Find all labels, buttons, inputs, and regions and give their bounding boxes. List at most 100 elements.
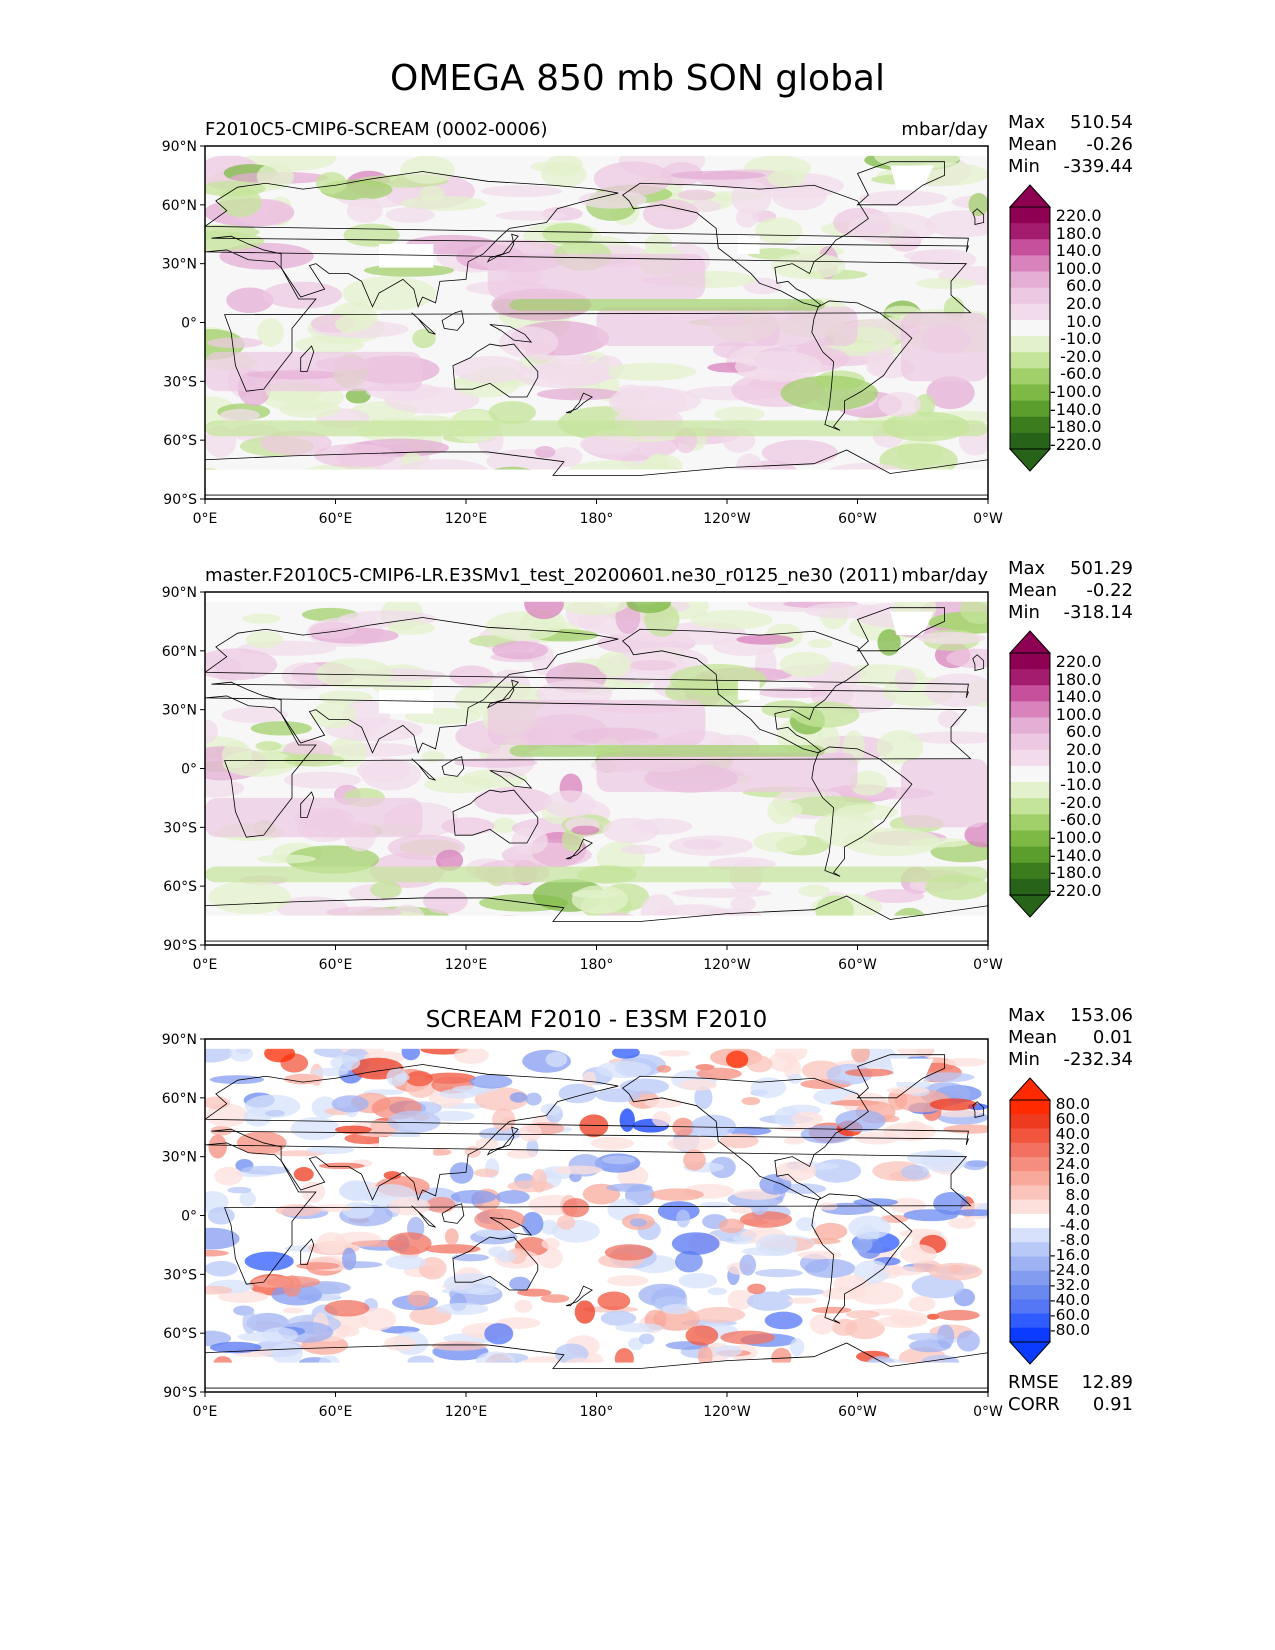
colorbar-tick-label: 60.0 <box>1065 276 1102 296</box>
field-contour <box>718 1218 745 1234</box>
y-tick-label: 60°S <box>163 433 197 449</box>
field-contour <box>205 648 278 681</box>
field-contour <box>736 634 794 645</box>
x-tick-label: 60°W <box>838 957 877 973</box>
field-band <box>205 351 423 392</box>
field-contour <box>275 1204 322 1217</box>
coastline <box>486 1126 519 1156</box>
colorbar-tick-label: -60.0 <box>1050 1306 1091 1325</box>
field-contour <box>771 180 827 211</box>
colorbar-segment <box>1010 1114 1050 1129</box>
field-contour <box>227 1186 252 1194</box>
colorbar-segment <box>1010 1285 1050 1300</box>
field-contour <box>312 1067 349 1077</box>
stat-value: -0.22 <box>1086 580 1133 601</box>
stat-label: Max <box>1008 112 1046 133</box>
field-contour <box>441 817 495 836</box>
masked-region <box>890 1058 934 1083</box>
field-contour <box>495 1190 530 1204</box>
field-contour <box>219 242 314 270</box>
field-contour <box>943 1124 988 1134</box>
colorbar-tick-label: 60.0 <box>1065 722 1102 742</box>
map-plot: 90°N 60°N 30°N 0° 30°S 60°S 90°S 0°E 60°E 120°E 18… <box>162 1033 1003 1420</box>
field-contour <box>315 172 347 195</box>
panel-stats: Max 501.29 Mean -0.22 Min -318.14 <box>1008 558 1133 624</box>
field-contour <box>400 155 456 184</box>
field-contour <box>412 328 436 349</box>
field-contour <box>672 888 772 898</box>
field-contour <box>386 1067 408 1087</box>
field-contour <box>746 1055 773 1073</box>
field-contour <box>886 1086 929 1095</box>
field-band <box>509 298 825 311</box>
colorbar-tick-label: -40.0 <box>1050 1291 1091 1310</box>
field-contour <box>324 1300 370 1317</box>
coastline <box>205 1142 972 1285</box>
coastline <box>205 1342 988 1389</box>
field-contour <box>499 326 559 359</box>
field-contour <box>758 687 828 699</box>
colorbar-extend-min <box>1008 448 1052 472</box>
field-band <box>205 866 988 883</box>
panel-title-left: F2010C5-CMIP6-SCREAM (0002-0006) <box>205 119 548 140</box>
stat-value: -339.44 <box>1063 156 1133 177</box>
field-contour <box>651 1111 672 1127</box>
field-contour <box>450 1189 497 1204</box>
colorbar-tick-label: 180.0 <box>1055 669 1102 689</box>
stat-value: 501.29 <box>1070 558 1133 579</box>
colorbar-tick-label: 4.0 <box>1065 1200 1091 1219</box>
field-contour <box>604 1244 654 1261</box>
field-contour <box>229 1045 254 1062</box>
field-contour <box>387 1232 432 1255</box>
field-contour <box>619 1108 635 1132</box>
stat-value: 153.06 <box>1070 1005 1133 1026</box>
field-contour <box>676 1209 691 1228</box>
field-contour <box>924 673 988 708</box>
field-contour <box>780 375 879 411</box>
field-contour <box>907 1332 945 1342</box>
field-contour <box>444 1228 459 1246</box>
x-tick-label: 60°W <box>838 1404 877 1420</box>
colorbar-segment <box>1010 384 1050 402</box>
field-contour <box>361 759 421 791</box>
field-contour <box>283 771 362 789</box>
colorbar-frame <box>1009 206 1051 450</box>
colorbar-segment <box>1010 1242 1050 1258</box>
colorbar-tick-label: 220.0 <box>1055 206 1102 225</box>
field-band <box>487 699 706 745</box>
panel-stats: Max 510.54 Mean -0.26 Min -339.44 <box>1008 112 1133 178</box>
field-contour <box>309 621 357 639</box>
y-tick-label: 30°N <box>162 1150 197 1166</box>
panel-units: mbar/day <box>901 119 988 140</box>
field-contour <box>727 1126 772 1136</box>
masked-region <box>205 1362 988 1392</box>
field-contour <box>755 217 803 245</box>
field-contour <box>492 640 549 660</box>
colorbar-frame <box>1009 1099 1051 1343</box>
colorbar-tick-label: 100.0 <box>1055 704 1102 724</box>
field-contour <box>750 1195 769 1216</box>
field-contour <box>431 1341 487 1351</box>
colorbar-segment <box>1010 798 1050 815</box>
field-contour <box>915 277 977 290</box>
field-contour <box>746 1291 794 1311</box>
field-contour <box>469 1074 513 1089</box>
field-contour <box>346 197 383 223</box>
colorbar-tick-label: 140.0 <box>1055 687 1102 707</box>
masked-region <box>890 611 934 636</box>
field-contour <box>683 1149 706 1171</box>
field-contour <box>690 1114 736 1138</box>
field-contour <box>509 1092 528 1103</box>
field-contour <box>264 1044 296 1063</box>
colorbar-tick-label: -60.0 <box>1060 810 1102 830</box>
field-contour <box>244 1107 272 1127</box>
field-contour <box>615 1323 664 1333</box>
field-contour <box>877 629 901 656</box>
x-tick-label: 120°E <box>445 957 488 973</box>
field-contour <box>370 881 402 899</box>
field-contour <box>519 1123 542 1143</box>
field-contour <box>279 400 341 418</box>
field-contour <box>435 849 464 871</box>
colorbar-segment <box>1010 782 1050 799</box>
field-contour <box>387 1110 441 1133</box>
